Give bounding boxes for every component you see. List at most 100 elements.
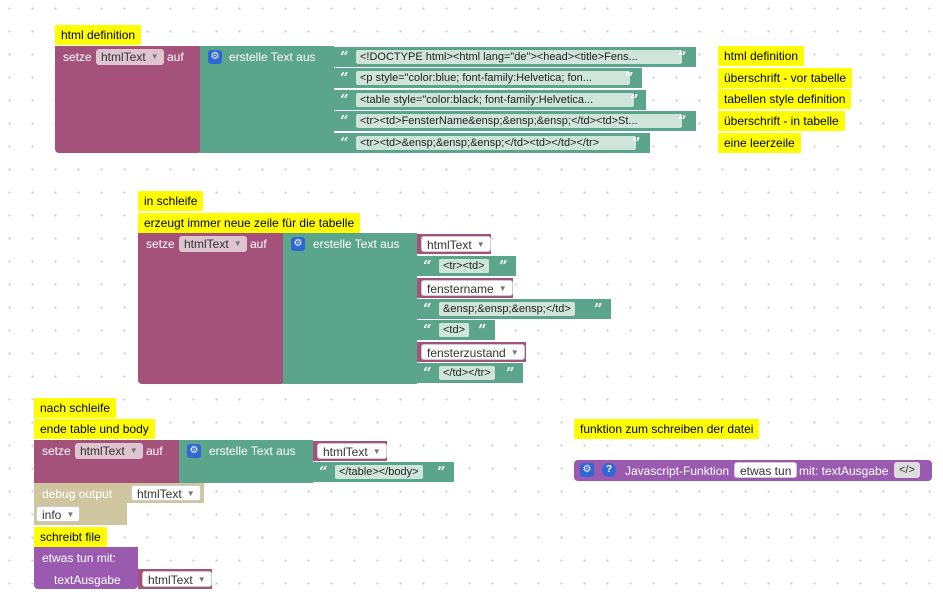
variable-name: htmlText (323, 445, 368, 459)
procedure-call-block[interactable] (34, 547, 138, 589)
variable-dropdown-htmltext[interactable]: htmlText ▼ (421, 236, 491, 252)
quote-open-icon: “ (340, 69, 349, 87)
quote-close-icon: ” (625, 69, 634, 87)
chevron-down-icon: ▼ (233, 239, 242, 248)
text-block-1-1[interactable]: “ <!DOCTYPE html><html lang="de"><head><… (334, 47, 696, 67)
setze-label: setze (63, 50, 92, 64)
debug-level-dropdown[interactable]: info ▼ (36, 506, 81, 522)
variable-dropdown-htmltext[interactable]: htmlText ▼ (179, 236, 247, 252)
auf-label: auf (167, 50, 184, 64)
text-field[interactable]: <table style="color:black; font-family:H… (356, 93, 634, 107)
chevron-down-icon: ▼ (476, 240, 485, 249)
erstelle-text-label: erstelle Text aus (209, 444, 296, 458)
text-field[interactable]: <tr><td>FensterName&ensp;&ensp;&ensp;</t… (356, 114, 682, 128)
quote-close-icon: ” (632, 134, 641, 152)
comment-in-schleife[interactable]: in schleife (138, 191, 204, 211)
quote-open-icon: “ (423, 321, 432, 339)
comment-tabellen-style[interactable]: tabellen style definition (718, 89, 852, 109)
comment-nach-schleife[interactable]: nach schleife (34, 398, 117, 418)
chevron-down-icon: ▼ (66, 510, 75, 519)
quote-open-icon: “ (340, 48, 349, 66)
help-icon[interactable]: ? (602, 463, 616, 477)
variable-dropdown-fensterzustand[interactable]: fensterzustand ▼ (421, 344, 525, 360)
text-block-1-5[interactable]: “ <tr><td>&ensp;&ensp;&ensp;</td><td></t… (334, 133, 650, 153)
variable-block-htmltext[interactable]: htmlText ▼ (313, 441, 387, 461)
comment-ueberschrift-vor-tabelle[interactable]: überschrift - vor tabelle (718, 68, 853, 88)
text-field[interactable]: </td></tr> (439, 366, 495, 380)
comment-ueberschrift-in-tabelle[interactable]: überschrift - in tabelle (718, 111, 845, 131)
quote-open-icon: “ (423, 300, 432, 318)
variable-name: fenstername (427, 282, 494, 296)
debug-output-label: debug output (42, 487, 113, 501)
quote-open-icon: “ (340, 112, 349, 130)
gear-icon[interactable]: ⚙ (291, 237, 305, 251)
text-field[interactable]: <tr><td>&ensp;&ensp;&ensp;</td><td></td>… (356, 136, 636, 150)
variable-dropdown-htmltext[interactable]: htmlText ▼ (142, 571, 212, 587)
erstelle-text-label: erstelle Text aus (313, 237, 400, 251)
quote-close-icon: ” (478, 321, 487, 339)
text-block-1-4[interactable]: “ <tr><td>FensterName&ensp;&ensp;&ensp;<… (334, 111, 696, 131)
chevron-down-icon: ▼ (372, 447, 381, 456)
auf-label: auf (250, 237, 267, 251)
chevron-down-icon: ▼ (129, 446, 138, 455)
variable-dropdown-htmltext[interactable]: htmlText ▼ (75, 443, 143, 459)
join-text-block-2[interactable] (283, 233, 417, 384)
gear-icon[interactable]: ⚙ (208, 50, 222, 64)
comment-html-definition[interactable]: html definition (55, 25, 142, 45)
variable-block-fensterzustand[interactable]: fensterzustand ▼ (417, 342, 526, 362)
comment-html-definition-2[interactable]: html definition (718, 46, 805, 66)
text-field[interactable]: </table></body> (335, 465, 423, 479)
setze-label: setze (146, 237, 175, 251)
quote-close-icon: ” (630, 91, 639, 109)
variable-name: htmlText (80, 444, 125, 458)
quote-close-icon: ” (594, 300, 603, 318)
variable-block-htmltext[interactable]: htmlText ▼ (138, 569, 212, 589)
comment-schreibt-file[interactable]: schreibt file (34, 527, 107, 547)
variable-dropdown-htmltext[interactable]: htmlText ▼ (131, 485, 201, 501)
gear-icon[interactable]: ⚙ (187, 444, 201, 458)
text-block-2-1[interactable]: “ <tr><td> ” (417, 256, 516, 276)
text-block-3-1[interactable]: “ </table></body> ” (313, 462, 454, 482)
chevron-down-icon: ▼ (197, 575, 206, 584)
text-block-2-4[interactable]: “ </td></tr> ” (417, 363, 523, 383)
debug-level-value: info (42, 508, 62, 522)
text-block-2-2[interactable]: “ &ensp;&ensp;&ensp;</td> ” (417, 299, 611, 319)
text-field[interactable]: <tr><td> (439, 259, 489, 273)
variable-dropdown-htmltext[interactable]: htmlText ▼ (317, 443, 387, 459)
variable-dropdown-htmltext[interactable]: htmlText ▼ (96, 49, 164, 65)
variable-dropdown-fenstername[interactable]: fenstername ▼ (421, 280, 513, 296)
text-field[interactable]: <td> (439, 323, 470, 337)
comment-erzeugt-neue-zeile[interactable]: erzeugt immer neue zeile für die tabelle (138, 213, 361, 233)
gear-icon[interactable]: ⚙ (580, 463, 594, 477)
chevron-down-icon: ▼ (498, 284, 507, 293)
text-field[interactable]: <!DOCTYPE html><html lang="de"><head><ti… (356, 50, 682, 64)
variable-name: htmlText (148, 573, 193, 587)
etwas-tun-mit-label: etwas tun mit: (42, 551, 117, 565)
quote-open-icon: “ (340, 91, 349, 109)
variable-block-fenstername[interactable]: fenstername ▼ (417, 278, 513, 298)
js-function-label: Javascript-Funktion (625, 464, 730, 478)
textausgabe-label: textAusgabe (54, 573, 121, 587)
text-block-1-2[interactable]: “ <p style="color:blue; font-family:Helv… (334, 68, 642, 88)
setze-label: setze (42, 444, 71, 458)
join-text-block-3[interactable] (179, 440, 313, 483)
text-block-1-3[interactable]: “ <table style="color:black; font-family… (334, 90, 646, 110)
function-name-field[interactable]: etwas tun (734, 462, 798, 478)
comment-ende-table[interactable]: ende table und body (34, 419, 155, 439)
comment-leerzeile[interactable]: eine leerzeile (718, 133, 801, 153)
variable-name: htmlText (184, 237, 229, 251)
text-field[interactable]: &ensp;&ensp;&ensp;</td> (439, 302, 575, 316)
variable-name: htmlText (427, 238, 472, 252)
variable-block-htmltext[interactable]: htmlText ▼ (417, 234, 491, 254)
text-field[interactable]: <p style="color:blue; font-family:Helvet… (356, 71, 630, 85)
quote-open-icon: “ (319, 463, 328, 481)
quote-open-icon: “ (340, 134, 349, 152)
quote-close-icon: ” (678, 112, 687, 130)
chevron-down-icon: ▼ (186, 489, 195, 498)
comment-funktion-schreiben[interactable]: funktion zum schreiben der datei (574, 419, 760, 439)
text-block-2-3[interactable]: “ <td> ” (417, 320, 495, 340)
variable-name: htmlText (137, 487, 182, 501)
set-block-2[interactable] (138, 233, 285, 384)
join-text-block-1[interactable] (200, 46, 334, 153)
code-editor-button[interactable]: </> (894, 462, 920, 478)
